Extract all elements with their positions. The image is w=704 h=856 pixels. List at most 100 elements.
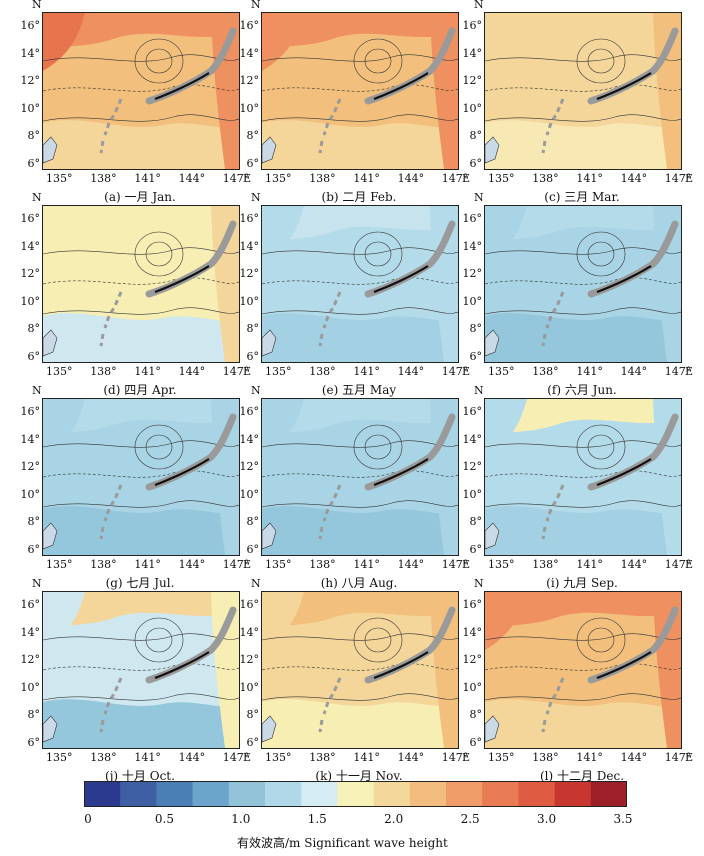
lat-axis-north: N: [474, 577, 484, 590]
lat-tick-label: 14°: [20, 625, 41, 639]
island-chain: [596, 265, 652, 294]
lat-tick-label: 16°: [462, 405, 483, 418]
landmass-southwest: [262, 522, 277, 550]
panel-caption: (h) 八月 Aug.: [320, 576, 398, 590]
wave-field-north: [262, 399, 458, 439]
colorbar-tick-label: 2.0: [384, 812, 404, 826]
panel-caption: (c) 三月 Mar.: [544, 190, 620, 204]
wave-field-northwest: [485, 13, 527, 71]
lat-tick-label: 12°: [239, 460, 260, 474]
lat-tick-label: 14°: [20, 239, 41, 253]
island-contour: [145, 627, 173, 653]
lon-axis-east: E: [462, 365, 471, 378]
island-contour: [364, 241, 392, 267]
island-contour: [576, 424, 626, 470]
landmass-southwest: [485, 136, 500, 164]
wave-field-north: [485, 206, 681, 246]
wave-field-north: [485, 399, 681, 439]
colorbar-swatch: [120, 781, 157, 807]
colorbar-swatch: [156, 781, 193, 807]
lon-tick-label: 144°: [397, 172, 425, 185]
island-contour: [145, 434, 173, 460]
colorbar-swatch: [409, 781, 447, 807]
lon-tick-label: 147°: [664, 365, 692, 378]
contour-line: [262, 470, 458, 478]
lat-tick-label: 6°: [27, 157, 41, 170]
lat-tick-label: 6°: [469, 543, 483, 556]
map-area: [261, 398, 459, 556]
wave-field-east: [211, 13, 239, 169]
wave-field-south: [43, 313, 239, 362]
contour-line: [43, 470, 239, 478]
lon-tick-label: 138°: [90, 751, 117, 764]
contour-line: [43, 500, 239, 508]
lon-tick-label: 141°: [134, 172, 161, 185]
wave-field-east: [211, 399, 239, 555]
lat-tick-label: 8°: [27, 129, 41, 143]
contour-line: [485, 693, 681, 701]
wave-height-map: [43, 592, 239, 748]
lon-axis-east: E: [462, 172, 471, 185]
colorbar-tick-label: 2.5: [460, 812, 480, 826]
island-contour: [587, 241, 615, 267]
wave-field-north: [262, 592, 458, 632]
lon-tick-label: 138°: [532, 172, 559, 185]
wave-field-north: [43, 13, 239, 53]
colorbar-tick-label: 0.5: [154, 812, 174, 826]
lat-tick-label: 6°: [246, 350, 260, 363]
colorbar-swatch: [518, 781, 555, 807]
wave-field-south: [43, 506, 239, 555]
contour-line: [43, 307, 239, 315]
lat-tick-label: 6°: [246, 543, 260, 556]
lat-tick-label: 10°: [239, 680, 260, 694]
lat-tick-label: 10°: [462, 680, 483, 694]
lon-axis-east: E: [462, 751, 471, 764]
landmass-southwest: [262, 715, 277, 743]
lon-tick-label: 135°: [46, 365, 73, 378]
lon-tick-label: 147°: [664, 558, 692, 571]
lat-tick-label: 16°: [239, 212, 260, 225]
wave-field-east: [653, 399, 681, 555]
landmass-southwest: [262, 329, 277, 357]
wave-height-map: [43, 13, 239, 169]
wave-field-east: [653, 592, 681, 748]
contour-line: [485, 307, 681, 315]
lon-tick-label: 147°: [664, 172, 692, 185]
lat-tick-label: 16°: [462, 598, 483, 611]
lon-tick-label: 141°: [353, 558, 380, 571]
contour-line: [485, 470, 681, 478]
map-area: [42, 591, 240, 749]
colorbar-tick-label: 3.0: [537, 812, 557, 826]
panel-caption: (f) 六月 Jun.: [547, 383, 617, 397]
lat-tick-label: 8°: [27, 515, 41, 529]
lon-tick-label: 141°: [353, 365, 380, 378]
lon-tick-label: 135°: [488, 751, 515, 764]
island-contour: [145, 48, 173, 74]
island-contour: [353, 424, 403, 470]
lon-tick-label: 141°: [353, 751, 380, 764]
lat-tick-label: 10°: [462, 294, 483, 308]
colorbar-outline: [84, 781, 627, 807]
lat-tick-label: 16°: [462, 212, 483, 225]
lon-tick-label: 147°: [441, 558, 469, 571]
lat-tick-label: 16°: [20, 19, 41, 32]
lat-axis-north: N: [251, 384, 261, 397]
wave-field-northwest: [262, 206, 304, 264]
island-chain: [154, 651, 210, 680]
lon-tick-label: 144°: [620, 558, 648, 571]
map-area: [484, 591, 682, 749]
lon-tick-label: 141°: [576, 558, 603, 571]
wave-height-map: [485, 206, 681, 362]
reef-dashes: [318, 677, 342, 733]
lat-tick-label: 16°: [462, 19, 483, 32]
map-area: [484, 12, 682, 170]
lon-axis-east: E: [685, 365, 694, 378]
colorbar-swatch: [192, 781, 230, 807]
lat-tick-label: 8°: [27, 322, 41, 336]
lat-tick-label: 10°: [20, 680, 41, 694]
lat-tick-label: 12°: [239, 267, 260, 281]
colorbar-swatch: [482, 781, 519, 807]
lon-axis-east: E: [243, 558, 252, 571]
island-contour: [364, 434, 392, 460]
reef-dashes: [318, 291, 342, 347]
